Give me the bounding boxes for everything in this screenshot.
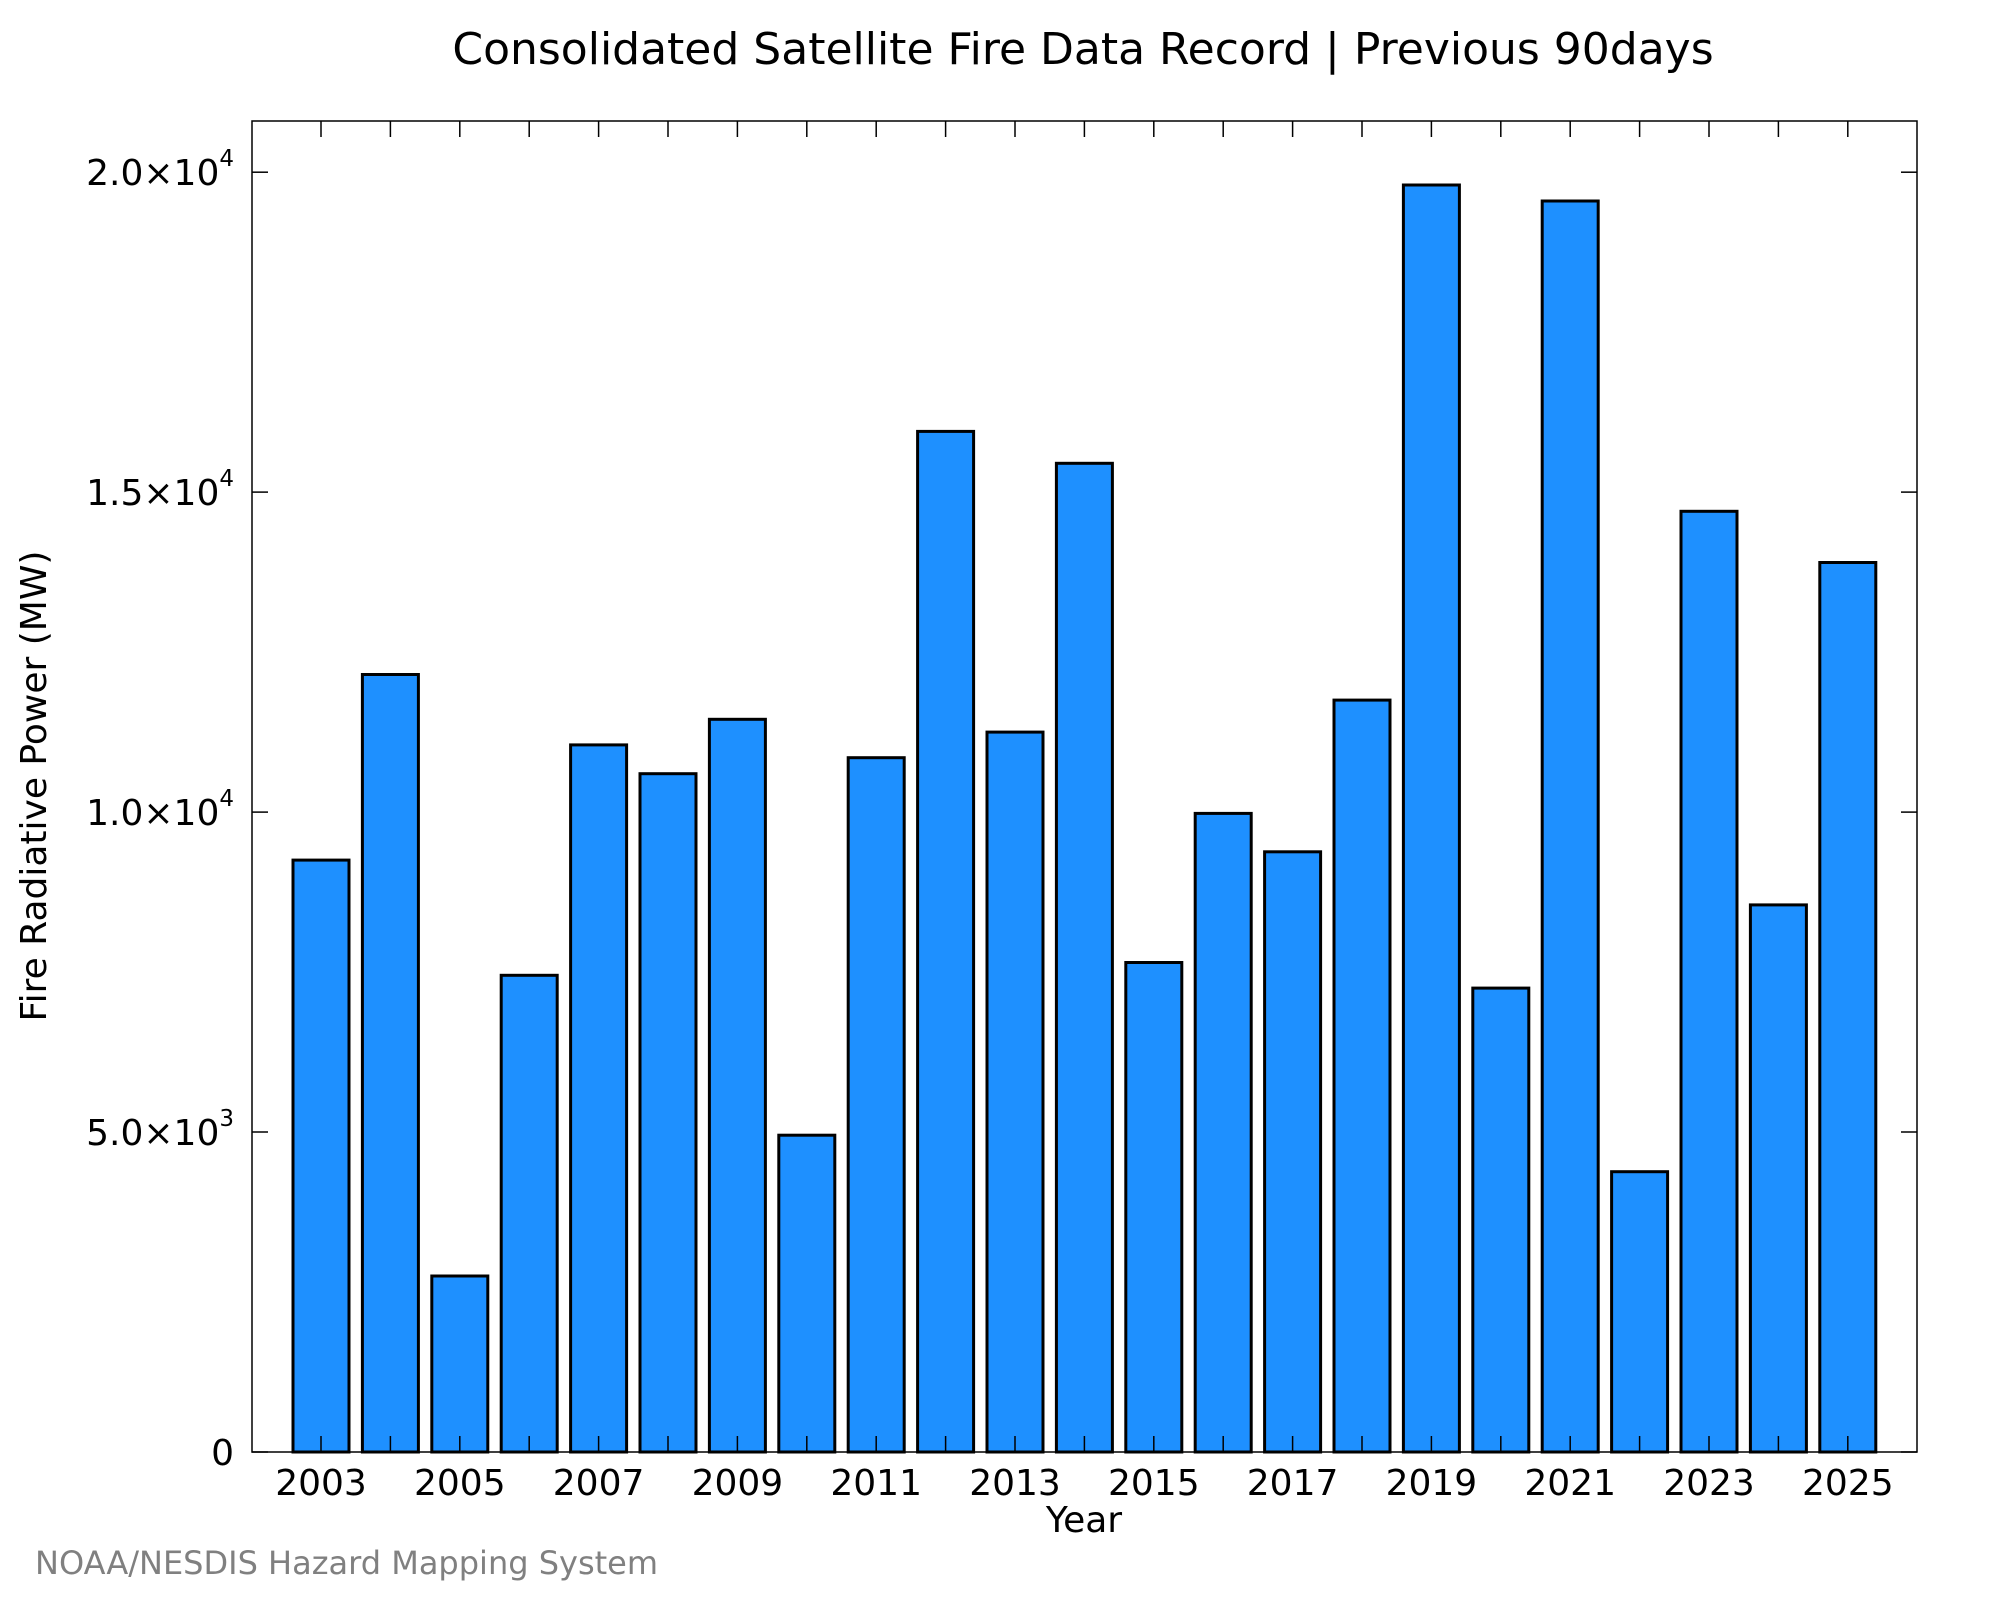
bar-2014 <box>1054 461 1114 1454</box>
bar-2009 <box>707 717 767 1454</box>
y-tick-label: 2.0×104 <box>86 146 234 194</box>
bar-2010 <box>777 1133 837 1454</box>
x-tick-label-2013: 2013 <box>969 1463 1061 1504</box>
y-axis-label: Fire Radiative Power (MW) <box>14 551 55 1022</box>
bar-2003 <box>291 858 351 1454</box>
y-tick-label: 1.0×104 <box>86 786 234 834</box>
plot-frame <box>251 120 1918 1453</box>
bar-2019 <box>1401 183 1461 1454</box>
bar-2015 <box>1124 961 1184 1454</box>
y-tick-label: 1.5×104 <box>86 466 234 514</box>
y-tick-label: 0 <box>211 1433 234 1474</box>
x-tick-label-2011: 2011 <box>830 1463 922 1504</box>
x-tick-label-2003: 2003 <box>275 1463 367 1504</box>
bars-group <box>291 183 1878 1454</box>
bar-2018 <box>1332 698 1392 1454</box>
x-tick-label-2015: 2015 <box>1108 1463 1200 1504</box>
bar-2021 <box>1540 199 1600 1454</box>
x-axis-label: Year <box>1045 1500 1122 1541</box>
credit-text: NOAA/NESDIS Hazard Mapping System <box>35 1544 658 1582</box>
y-tick-label: 5.0×103 <box>86 1106 234 1154</box>
bar-2020 <box>1471 986 1531 1454</box>
bar-2008 <box>638 772 698 1454</box>
x-tick-label-2021: 2021 <box>1524 1463 1616 1504</box>
x-tick-label-2017: 2017 <box>1247 1463 1339 1504</box>
bar-2016 <box>1193 811 1253 1454</box>
x-tick-labels: 2003 2005 2007 2009 2011 2013 2015 2017 2019 2021… <box>275 1463 1893 1504</box>
bar-2011 <box>846 756 906 1454</box>
x-tick-label-2009: 2009 <box>692 1463 784 1504</box>
bar-2025 <box>1818 561 1878 1454</box>
bar-2005 <box>430 1274 490 1454</box>
bar-2023 <box>1679 509 1739 1454</box>
bar-2022 <box>1610 1170 1670 1454</box>
bar-2004 <box>360 673 420 1454</box>
x-tick-label-2019: 2019 <box>1386 1463 1478 1504</box>
y-tick-labels: 0 5.0×103 1.0×104 1.5×104 2.0×104 <box>86 146 234 1474</box>
bar-2017 <box>1263 850 1323 1454</box>
bar-2024 <box>1748 903 1808 1454</box>
x-tick-label-2025: 2025 <box>1802 1463 1894 1504</box>
chart-title: Consolidated Satellite Fire Data Record … <box>452 24 1713 75</box>
bar-2007 <box>569 743 629 1454</box>
bar-2012 <box>916 429 976 1454</box>
bar-2006 <box>499 973 559 1454</box>
x-tick-label-2007: 2007 <box>553 1463 645 1504</box>
x-tick-label-2023: 2023 <box>1663 1463 1755 1504</box>
bar-2013 <box>985 730 1045 1454</box>
x-tick-label-2005: 2005 <box>414 1463 506 1504</box>
